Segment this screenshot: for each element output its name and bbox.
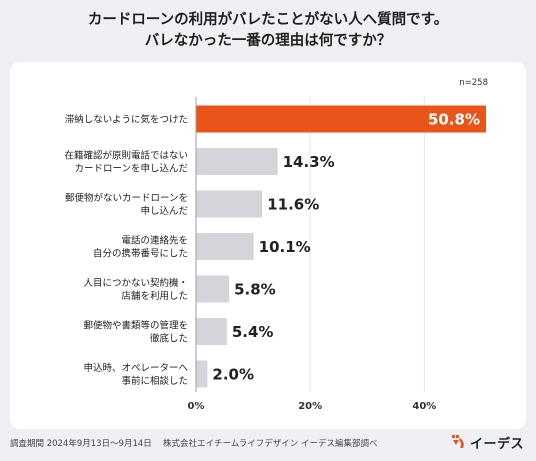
title-line-2: バレなかった一番の理由は何ですか？ bbox=[144, 33, 392, 49]
sample-size-note: n=258 bbox=[459, 78, 488, 88]
bar-4 bbox=[196, 275, 230, 303]
x-tick-label: 20% bbox=[298, 401, 322, 412]
value-label: 5.4% bbox=[232, 323, 274, 341]
bar-1 bbox=[196, 148, 278, 175]
value-label: 10.1% bbox=[259, 238, 311, 256]
bar-6 bbox=[196, 360, 208, 388]
iedes-logo-mark-icon bbox=[451, 435, 464, 448]
logo-text: イーデス bbox=[469, 436, 524, 452]
category-label: 郵便物や書類等の管理を徹底した bbox=[83, 320, 188, 345]
value-label: 5.8% bbox=[234, 281, 276, 299]
title-line-1: カードローンの利用がバレたことがない人へ質問です。 bbox=[87, 12, 449, 28]
category-label: 人目につかない契約機・店舗を利用した bbox=[83, 277, 188, 302]
chart-title: カードローンの利用がバレたことがない人へ質問です。 バレなかった一番の理由は何で… bbox=[0, 10, 536, 52]
brand-logo: イーデス bbox=[451, 432, 524, 452]
bar-chart: n=258 0% 20% 40% 滞納しないように気をつけた 50.8% 在籍確認が原則電話… bbox=[64, 78, 488, 412]
category-label: 在籍確認が原則電話ではないカードローンを申し込んだ bbox=[64, 150, 188, 175]
x-tick-label: 40% bbox=[412, 401, 436, 412]
category-label: 申込時、オペレーターへ事前に相談した bbox=[83, 362, 188, 387]
bar-3 bbox=[196, 233, 254, 260]
x-tick-label: 0% bbox=[188, 401, 205, 412]
category-label: 電話の連絡先を自分の携帯番号にした bbox=[93, 235, 188, 260]
category-label: 郵便物がないカードローンを申し込んだ bbox=[65, 192, 189, 217]
value-label: 14.3% bbox=[283, 153, 335, 171]
survey-footnote: 調査期間 2024年9月13日〜9月14日 株式会社エイチームライフデザイン イ… bbox=[10, 439, 378, 449]
chart-card: n=258 0% 20% 40% 滞納しないように気をつけた 50.8% 在籍確認が原則電話… bbox=[10, 62, 526, 429]
value-label: 2.0% bbox=[212, 366, 254, 384]
value-label: 11.6% bbox=[267, 196, 319, 214]
category-label: 滞納しないように気をつけた bbox=[65, 114, 188, 126]
bar-0 bbox=[196, 105, 486, 133]
value-label: 50.8% bbox=[428, 111, 480, 129]
bar-2 bbox=[196, 190, 263, 218]
bar-5 bbox=[196, 318, 227, 345]
